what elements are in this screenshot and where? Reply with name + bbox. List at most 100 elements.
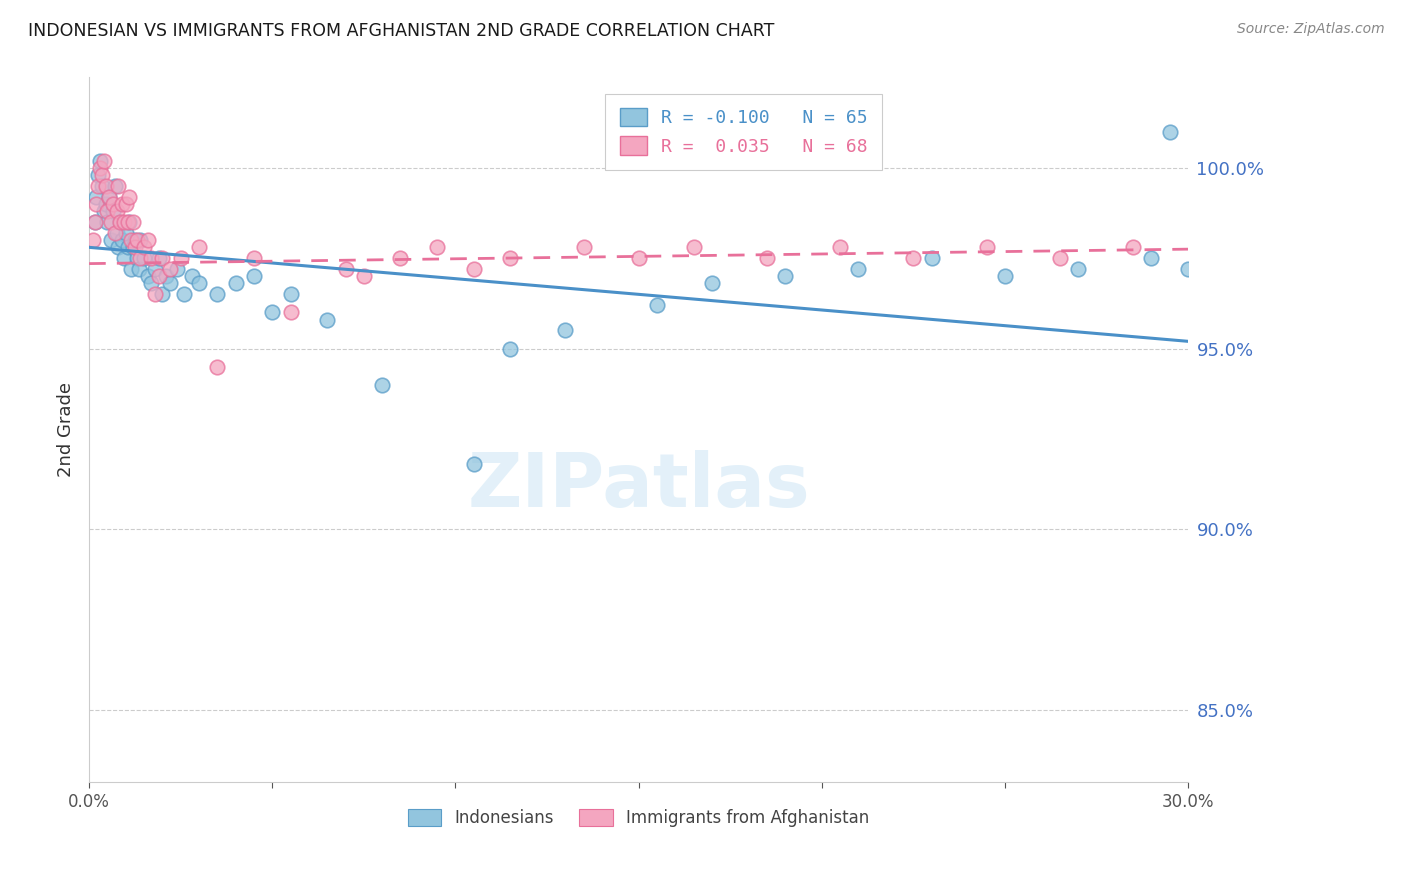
- Point: [371, 377, 394, 392]
- Point: [111, 197, 134, 211]
- Point: [463, 457, 485, 471]
- Point: [848, 262, 870, 277]
- Point: [166, 262, 188, 277]
- Point: [136, 233, 159, 247]
- Point: [499, 251, 522, 265]
- Point: [830, 240, 852, 254]
- Point: [150, 251, 173, 265]
- Point: [627, 251, 650, 265]
- Point: [101, 204, 124, 219]
- Point: [141, 277, 163, 291]
- Point: [89, 153, 111, 168]
- Point: [94, 178, 117, 193]
- Point: [389, 251, 412, 265]
- Point: [499, 342, 522, 356]
- Point: [128, 262, 150, 277]
- Point: [117, 240, 139, 254]
- Point: [159, 262, 181, 277]
- Point: [125, 251, 148, 265]
- Point: [114, 197, 136, 211]
- Point: [94, 197, 117, 211]
- Point: [90, 168, 112, 182]
- Point: [188, 277, 211, 291]
- Point: [554, 323, 576, 337]
- Point: [280, 305, 302, 319]
- Point: [112, 251, 135, 265]
- Legend: Indonesians, Immigrants from Afghanistan: Indonesians, Immigrants from Afghanistan: [401, 803, 876, 834]
- Point: [89, 161, 111, 175]
- Point: [1140, 251, 1163, 265]
- Point: [132, 240, 155, 254]
- Point: [1067, 262, 1090, 277]
- Point: [100, 233, 122, 247]
- Point: [120, 233, 142, 247]
- Point: [122, 240, 145, 254]
- Point: [82, 233, 104, 247]
- Point: [572, 240, 595, 254]
- Point: [994, 269, 1017, 284]
- Point: [117, 215, 139, 229]
- Point: [107, 178, 129, 193]
- Point: [93, 204, 115, 219]
- Point: [129, 233, 152, 247]
- Point: [104, 178, 127, 193]
- Text: Source: ZipAtlas.com: Source: ZipAtlas.com: [1237, 22, 1385, 37]
- Point: [105, 226, 128, 240]
- Y-axis label: 2nd Grade: 2nd Grade: [58, 383, 75, 477]
- Point: [132, 251, 155, 265]
- Point: [86, 197, 108, 211]
- Point: [87, 168, 110, 182]
- Point: [463, 262, 485, 277]
- Point: [335, 262, 357, 277]
- Point: [243, 269, 266, 284]
- Point: [903, 251, 925, 265]
- Point: [118, 215, 141, 229]
- Point: [921, 251, 943, 265]
- Point: [207, 287, 229, 301]
- Point: [243, 251, 266, 265]
- Point: [118, 190, 141, 204]
- Point: [101, 197, 124, 211]
- Point: [1159, 125, 1181, 139]
- Point: [98, 190, 121, 204]
- Point: [173, 287, 195, 301]
- Point: [129, 251, 152, 265]
- Point: [180, 269, 202, 284]
- Point: [169, 251, 191, 265]
- Point: [159, 277, 181, 291]
- Point: [976, 240, 998, 254]
- Point: [108, 215, 131, 229]
- Point: [86, 190, 108, 204]
- Point: [188, 240, 211, 254]
- Point: [111, 233, 134, 247]
- Point: [150, 287, 173, 301]
- Text: INDONESIAN VS IMMIGRANTS FROM AFGHANISTAN 2ND GRADE CORRELATION CHART: INDONESIAN VS IMMIGRANTS FROM AFGHANISTA…: [28, 22, 775, 40]
- Point: [141, 251, 163, 265]
- Point: [96, 204, 118, 219]
- Point: [645, 298, 668, 312]
- Point: [98, 190, 121, 204]
- Point: [83, 215, 105, 229]
- Point: [124, 240, 146, 254]
- Point: [136, 269, 159, 284]
- Point: [1122, 240, 1144, 254]
- Point: [105, 204, 128, 219]
- Point: [93, 153, 115, 168]
- Point: [1177, 262, 1199, 277]
- Point: [316, 312, 339, 326]
- Point: [1049, 251, 1071, 265]
- Point: [143, 262, 166, 277]
- Point: [353, 269, 375, 284]
- Point: [755, 251, 778, 265]
- Point: [87, 178, 110, 193]
- Point: [225, 277, 247, 291]
- Point: [83, 215, 105, 229]
- Point: [148, 269, 170, 284]
- Point: [122, 215, 145, 229]
- Point: [155, 269, 177, 284]
- Point: [125, 233, 148, 247]
- Point: [100, 215, 122, 229]
- Text: ZIPatlas: ZIPatlas: [467, 450, 810, 523]
- Point: [262, 305, 284, 319]
- Point: [682, 240, 704, 254]
